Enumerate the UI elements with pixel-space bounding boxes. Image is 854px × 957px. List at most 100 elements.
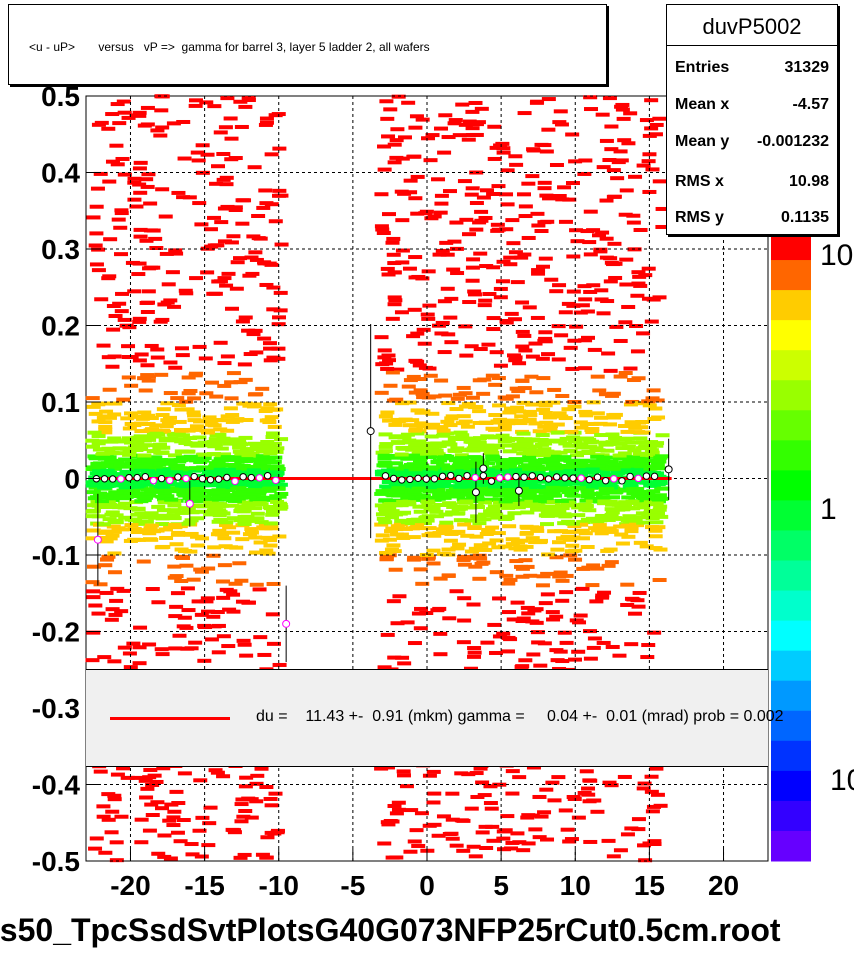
heatmap-cell <box>624 420 639 425</box>
heatmap-cell <box>380 266 395 271</box>
heatmap-cell <box>227 828 242 833</box>
heatmap-cell <box>640 655 655 660</box>
heatmap-cell <box>389 461 404 466</box>
heatmap-cell <box>560 827 575 832</box>
heatmap-cell <box>204 422 219 427</box>
heatmap-cell <box>538 339 553 344</box>
profile-point <box>263 472 272 480</box>
heatmap-cell <box>189 276 204 281</box>
heatmap-cell <box>636 163 651 168</box>
heatmap-cell <box>516 616 531 621</box>
heatmap-cell <box>140 122 155 127</box>
heatmap-cell <box>491 531 506 536</box>
heatmap-cell <box>562 839 577 844</box>
heatmap-cell <box>496 259 511 264</box>
heatmap-cell <box>163 856 178 861</box>
heatmap-cell <box>114 480 129 485</box>
heatmap-cell <box>647 842 662 847</box>
heatmap-cell <box>503 637 518 642</box>
heatmap-cell <box>113 225 128 230</box>
heatmap-cell <box>436 480 451 485</box>
heatmap-cell <box>105 607 120 612</box>
heatmap-cell <box>193 778 208 783</box>
heatmap-cell <box>217 383 232 388</box>
heatmap-cell <box>487 484 502 489</box>
heatmap-cell <box>155 187 170 192</box>
heatmap-cell <box>528 484 543 489</box>
profile-point <box>618 477 626 485</box>
heatmap-cell <box>449 246 464 251</box>
heatmap-cell <box>375 227 390 232</box>
heatmap-cell <box>564 837 579 842</box>
heatmap-cell <box>529 620 544 625</box>
heatmap-cell <box>92 469 107 474</box>
heatmap-cell <box>518 214 533 219</box>
title-box: <u - uP> versus vP => gamma for barrel 3… <box>8 4 607 85</box>
heatmap-cell <box>381 353 396 358</box>
heatmap-cell <box>583 209 598 214</box>
heatmap-cell <box>219 493 234 498</box>
heatmap-cell <box>114 211 129 216</box>
heatmap-cell <box>549 289 564 294</box>
heatmap-cell <box>109 598 124 603</box>
x-axis-ticks: -20 -15 -10 -5 0 5 10 15 20 <box>110 849 739 901</box>
heatmap-cell <box>175 455 190 460</box>
heatmap-cell <box>206 439 221 444</box>
profile-point <box>514 486 523 495</box>
heatmap-cell <box>374 522 389 527</box>
heatmap-cell <box>652 474 667 479</box>
heatmap-cell <box>222 441 237 446</box>
heatmap-cell <box>234 819 249 824</box>
heatmap-cell <box>531 268 546 273</box>
heatmap-cell <box>273 506 288 511</box>
heatmap-cell <box>423 373 438 378</box>
heatmap-cell <box>141 413 156 418</box>
heatmap-cell <box>136 480 151 485</box>
heatmap-cell <box>149 779 164 784</box>
heatmap-cell <box>402 440 417 445</box>
heatmap-cell <box>470 494 485 499</box>
heatmap-cell <box>386 252 401 257</box>
heatmap-cell <box>606 466 621 471</box>
heatmap-cell <box>617 424 632 429</box>
heatmap-cell <box>394 310 409 315</box>
heatmap-cell <box>548 493 563 498</box>
stats-box: duvP5002 Entries 31329 Mean x -4.57 Mean… <box>666 4 838 235</box>
heatmap-cell <box>207 624 222 629</box>
heatmap-cell <box>268 791 283 796</box>
heatmap-cell <box>447 121 462 126</box>
heatmap-cell <box>389 527 404 532</box>
heatmap-cell <box>125 260 140 265</box>
heatmap-cell <box>510 600 525 605</box>
heatmap-cell <box>266 285 281 290</box>
heatmap-cell <box>409 114 424 119</box>
heatmap-cell <box>540 592 555 597</box>
heatmap-cell <box>190 516 205 521</box>
heatmap-cell <box>398 482 413 487</box>
heatmap-cell <box>209 181 224 186</box>
heatmap-cell <box>85 438 100 443</box>
heatmap-cell <box>491 545 506 550</box>
heatmap-cell <box>168 248 183 253</box>
heatmap-cell <box>524 499 539 504</box>
heatmap-cell <box>149 423 164 428</box>
heatmap-cell <box>104 512 119 517</box>
heatmap-cell <box>468 100 483 105</box>
heatmap-cell <box>388 422 403 427</box>
heatmap-cell <box>409 828 424 833</box>
heatmap-cell <box>469 122 484 127</box>
heatmap-cell <box>185 489 200 494</box>
heatmap-cell <box>186 577 201 582</box>
heatmap-cell <box>486 316 501 321</box>
heatmap-cell <box>171 801 186 806</box>
heatmap-cell <box>174 510 189 515</box>
heatmap-cell <box>572 468 587 473</box>
heatmap-cell <box>523 412 538 417</box>
heatmap-cell <box>515 619 530 624</box>
heatmap-cell <box>154 94 169 99</box>
heatmap-cell <box>166 482 181 487</box>
heatmap-cell <box>91 441 106 446</box>
heatmap-cell <box>156 445 171 450</box>
heatmap-cell <box>216 634 231 639</box>
heatmap-cell <box>552 666 567 671</box>
